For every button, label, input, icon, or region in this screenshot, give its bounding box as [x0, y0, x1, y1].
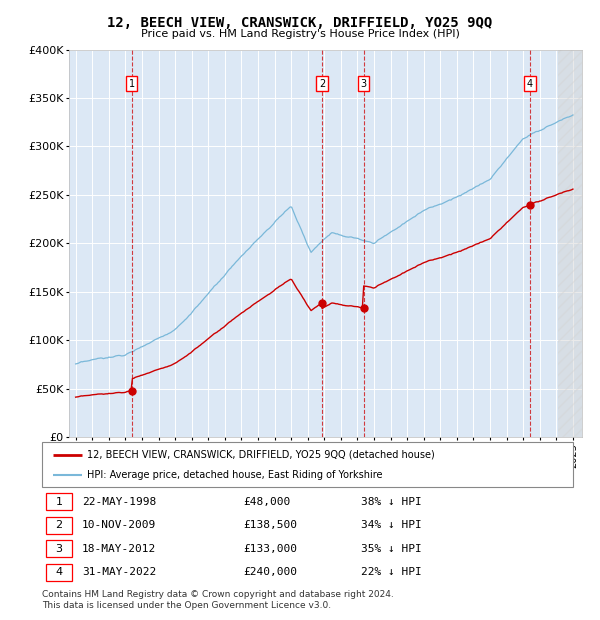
- Text: 1: 1: [128, 79, 135, 89]
- Text: 1: 1: [55, 497, 62, 507]
- Bar: [557, 50, 583, 437]
- Text: 4: 4: [527, 79, 533, 89]
- Text: 12, BEECH VIEW, CRANSWICK, DRIFFIELD, YO25 9QQ (detached house): 12, BEECH VIEW, CRANSWICK, DRIFFIELD, YO…: [87, 450, 435, 459]
- Text: £138,500: £138,500: [244, 520, 298, 530]
- Text: 10-NOV-2009: 10-NOV-2009: [82, 520, 156, 530]
- FancyBboxPatch shape: [42, 442, 573, 487]
- FancyBboxPatch shape: [46, 564, 72, 581]
- Text: This data is licensed under the Open Government Licence v3.0.: This data is licensed under the Open Gov…: [42, 601, 331, 611]
- Text: 3: 3: [55, 544, 62, 554]
- Text: 3: 3: [361, 79, 367, 89]
- Text: 4: 4: [55, 567, 62, 577]
- Text: 22% ↓ HPI: 22% ↓ HPI: [361, 567, 421, 577]
- Text: 35% ↓ HPI: 35% ↓ HPI: [361, 544, 421, 554]
- FancyBboxPatch shape: [46, 516, 72, 534]
- Text: 22-MAY-1998: 22-MAY-1998: [82, 497, 156, 507]
- Text: £48,000: £48,000: [244, 497, 291, 507]
- FancyBboxPatch shape: [46, 540, 72, 557]
- Text: 2: 2: [319, 79, 325, 89]
- Text: 38% ↓ HPI: 38% ↓ HPI: [361, 497, 421, 507]
- Text: 31-MAY-2022: 31-MAY-2022: [82, 567, 156, 577]
- Text: Price paid vs. HM Land Registry's House Price Index (HPI): Price paid vs. HM Land Registry's House …: [140, 29, 460, 38]
- FancyBboxPatch shape: [46, 493, 72, 510]
- Text: HPI: Average price, detached house, East Riding of Yorkshire: HPI: Average price, detached house, East…: [87, 469, 383, 480]
- Text: £240,000: £240,000: [244, 567, 298, 577]
- Text: £133,000: £133,000: [244, 544, 298, 554]
- Text: 34% ↓ HPI: 34% ↓ HPI: [361, 520, 421, 530]
- Text: Contains HM Land Registry data © Crown copyright and database right 2024.: Contains HM Land Registry data © Crown c…: [42, 590, 394, 600]
- Text: 12, BEECH VIEW, CRANSWICK, DRIFFIELD, YO25 9QQ: 12, BEECH VIEW, CRANSWICK, DRIFFIELD, YO…: [107, 16, 493, 30]
- Text: 18-MAY-2012: 18-MAY-2012: [82, 544, 156, 554]
- Text: 2: 2: [55, 520, 62, 530]
